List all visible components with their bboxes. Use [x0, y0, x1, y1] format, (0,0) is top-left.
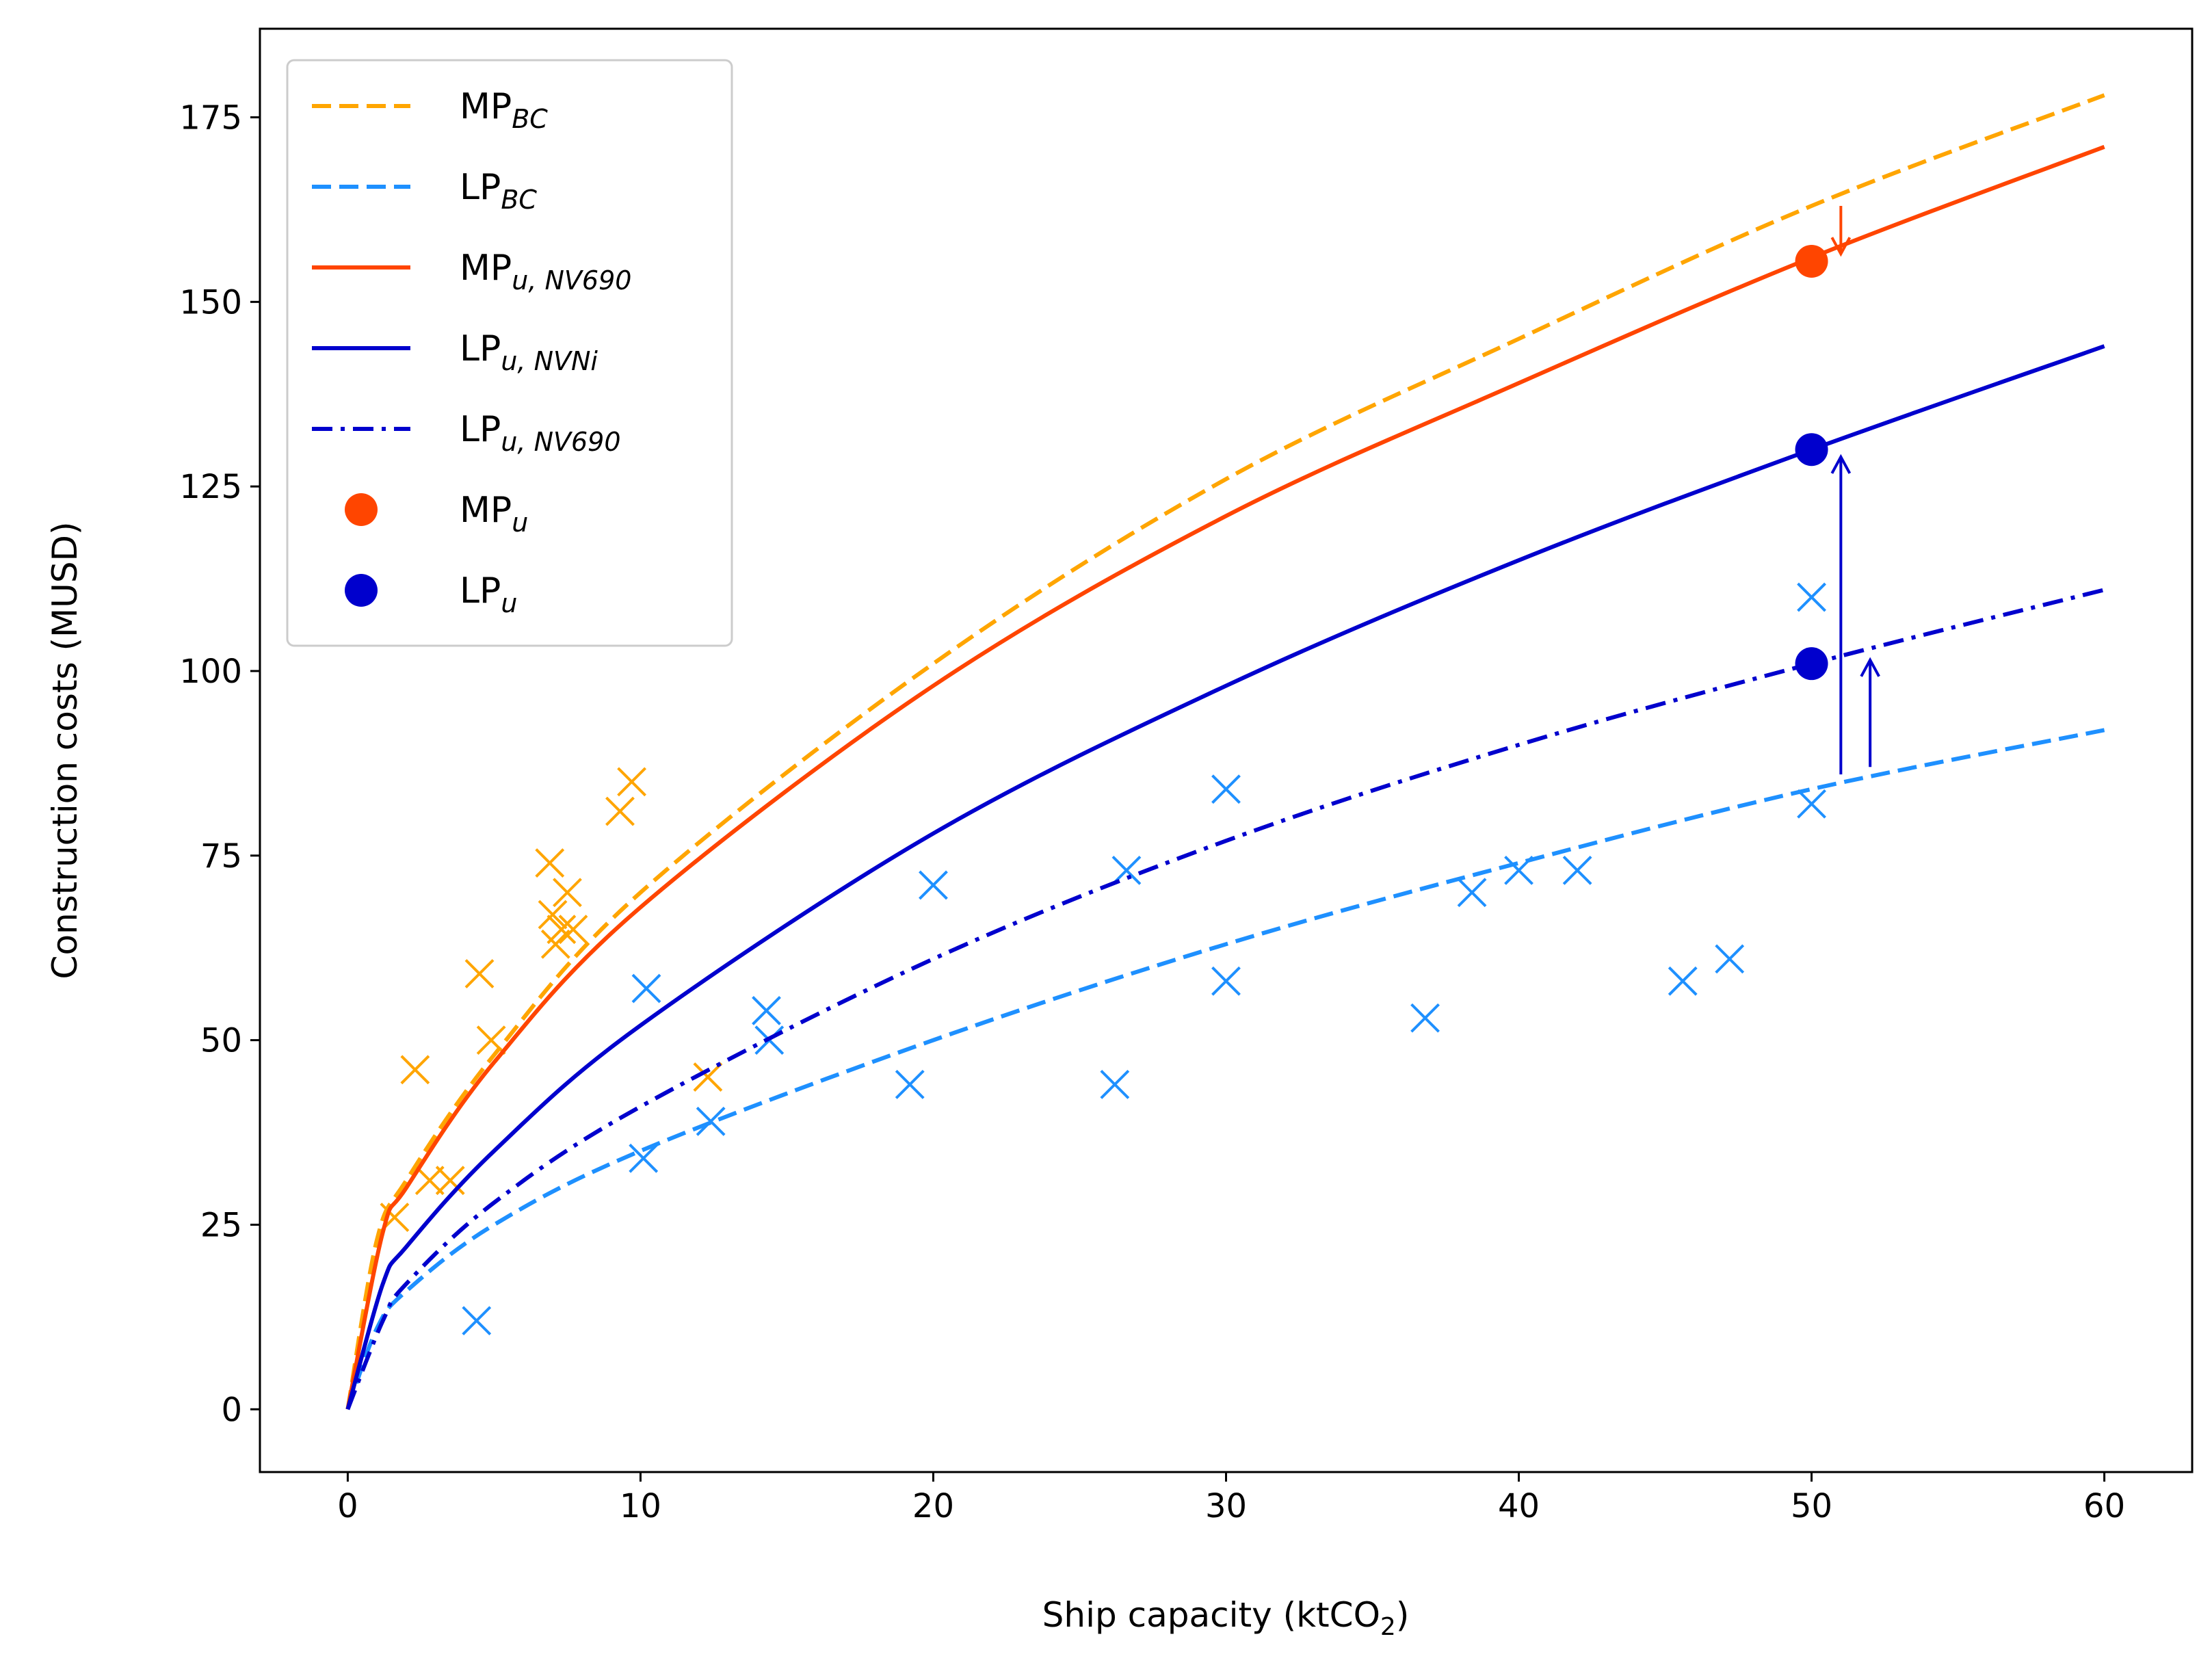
- series-line-lp-u-nv690: [345, 588, 2105, 1410]
- legend-item-lp-u-nvni: LPu, NVNi: [312, 328, 598, 376]
- series-line-lp-u-nvni: [345, 344, 2105, 1410]
- scatter-point-mp: [435, 1166, 465, 1196]
- series-line-lp-bc: [345, 728, 2105, 1410]
- point-marker-mp-u: [1795, 244, 1828, 278]
- scatter-point-mp: [605, 796, 635, 826]
- x-tick-label: 50: [1791, 1487, 1832, 1525]
- legend-label: LPBC: [460, 167, 537, 215]
- scatter-point-lp: [1410, 1003, 1440, 1033]
- scatter-point-mp: [540, 929, 570, 959]
- x-tick-label: 60: [2083, 1487, 2125, 1525]
- legend-label: MPu, NV690: [460, 248, 631, 296]
- scatter-point-lp: [1562, 855, 1592, 885]
- legend-item-mp-u-nv690: MPu, NV690: [312, 248, 631, 296]
- scatter-point-mp: [547, 915, 577, 945]
- x-tick-label: 40: [1498, 1487, 1540, 1525]
- legend-label: LPu: [460, 570, 517, 618]
- y-tick-label: 25: [200, 1206, 242, 1244]
- annotation-arrow: [1860, 657, 1880, 767]
- scatter-point-lp: [462, 1306, 492, 1336]
- scatter-point-mp: [617, 767, 647, 797]
- data-layer: [345, 93, 2105, 1410]
- scatter-point-lp: [895, 1069, 925, 1099]
- legend: MPBC LPBC MPu, NV690 LPu, NVNi LPu, NV690 MPu…: [286, 59, 733, 647]
- scatter-point-lp: [1797, 789, 1826, 819]
- x-tick-label: 10: [620, 1487, 661, 1525]
- scatter-point-lp: [1457, 878, 1487, 908]
- annotation-arrow: [1830, 454, 1852, 775]
- scatter-point-lp: [1668, 966, 1698, 996]
- scatter-point-lp: [919, 870, 948, 900]
- legend-item-mp-bc: MPBC: [312, 86, 548, 134]
- scatter-point-lp: [629, 1143, 659, 1173]
- y-tick-label: 0: [221, 1391, 242, 1429]
- scatter-point-mp: [553, 878, 582, 908]
- legend-item-lp-bc: LPBC: [312, 167, 537, 215]
- y-tick-label: 150: [179, 283, 242, 321]
- y-tick-label: 100: [179, 653, 242, 691]
- scatter-point-lp: [1211, 774, 1241, 804]
- tick-layer: 0 10 20 30 40 50 60 0 25 50 75 100 125 150 175: [179, 99, 2125, 1525]
- legend-label: LPu, NV690: [460, 409, 621, 457]
- y-tick-label: 75: [200, 837, 242, 876]
- legend-item-lp-u: LPu: [345, 570, 517, 618]
- scatter-point-lp: [1715, 944, 1745, 974]
- legend-frame: [286, 59, 733, 647]
- legend-label: MPBC: [460, 86, 548, 134]
- legend-swatch: [345, 493, 378, 526]
- legend-swatch: [345, 574, 378, 607]
- scatter-point-lp: [1111, 855, 1142, 885]
- x-axis-label: Ship capacity (ktCO2): [1042, 1595, 1410, 1641]
- scatter-point-lp: [631, 973, 661, 1003]
- series-line-mp-u-nv690: [345, 144, 2105, 1410]
- legend-item-lp-u-nv690: LPu, NV690: [312, 409, 621, 457]
- legend-item-mp-u: MPu: [345, 490, 528, 538]
- scatter-point-lp: [1100, 1069, 1130, 1099]
- annotation-arrow: [1830, 206, 1852, 257]
- legend-label: LPu, NVNi: [460, 328, 598, 376]
- scatter-point-lp: [696, 1106, 726, 1136]
- scatter-point-mp: [538, 900, 568, 930]
- y-tick-label: 50: [200, 1022, 242, 1060]
- scatter-point-mp: [558, 915, 588, 945]
- scatter-point-mp: [400, 1055, 430, 1085]
- legend-label: MPu: [460, 490, 528, 538]
- x-tick-label: 0: [337, 1487, 358, 1525]
- scatter-point-lp: [1797, 582, 1826, 612]
- point-marker-lp-u: [1795, 647, 1828, 681]
- scatter-point-lp: [752, 996, 781, 1025]
- y-axis-label: Construction costs (MUSD): [45, 522, 85, 980]
- arrow-layer: [1830, 206, 1880, 775]
- scatter-point-mp: [535, 848, 565, 878]
- scatter-point-mp: [464, 959, 495, 988]
- x-tick-label: 20: [912, 1487, 954, 1525]
- y-tick-label: 175: [179, 99, 242, 137]
- scatter-point-mp: [693, 1062, 723, 1092]
- scatter-point-lp: [1211, 966, 1241, 996]
- x-tick-label: 30: [1205, 1487, 1247, 1525]
- point-marker-lp-u: [1795, 433, 1828, 467]
- scatter-point-mp: [414, 1166, 445, 1196]
- series-line-mp-bc: [345, 93, 2105, 1410]
- y-tick-label: 125: [179, 468, 242, 506]
